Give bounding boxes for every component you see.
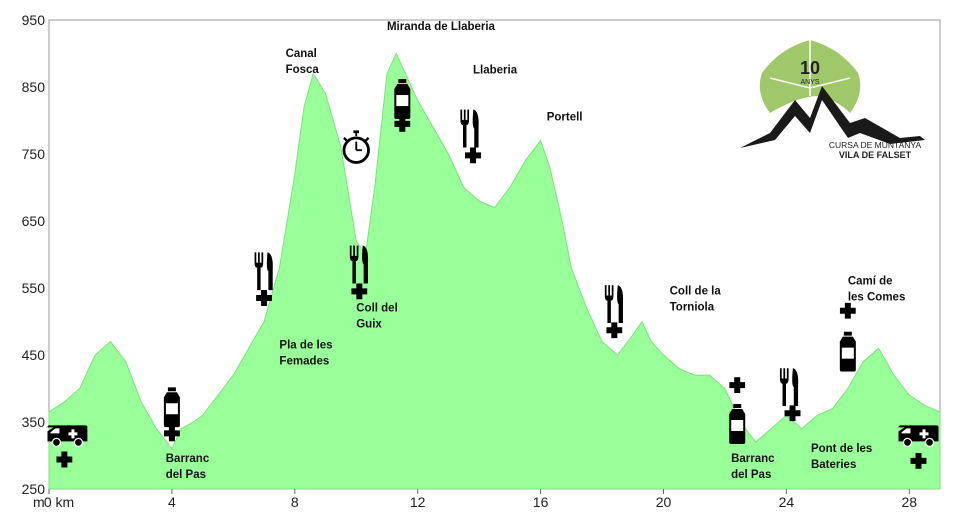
logo-mountains	[740, 86, 925, 148]
place-label: Barranc del Pas	[166, 453, 210, 481]
y-tick-label: 450	[22, 347, 46, 363]
place-label: Coll de la Torniola	[670, 286, 722, 314]
y-tick-label: 950	[22, 12, 46, 28]
x-tick-label: 4	[168, 494, 176, 510]
race-logo: 10 ANYS CURSA DE MUNTANYA VILA DE FALSET	[740, 40, 925, 160]
place-label: Coll del Guix	[356, 302, 398, 330]
y-tick-label: 650	[22, 213, 46, 229]
y-axis-ticks: 250 350 450 550 650 750 850 950	[22, 12, 46, 497]
x-tick-label: 20	[656, 494, 672, 510]
place-label: Canal Fosca	[286, 48, 320, 76]
place-labels: Miranda de Llaberia Canal Fosca Llaberia Por…	[166, 21, 906, 481]
place-label: Llaberia	[473, 65, 518, 77]
logo-number-sub: ANYS	[800, 79, 819, 86]
place-label: Miranda de Llaberia	[387, 21, 496, 33]
x-tick-label: 8	[291, 494, 299, 510]
x-tick-label: 28	[901, 494, 917, 510]
y-tick-label: 250	[22, 481, 46, 497]
logo-line2: VILA DE FALSET	[839, 150, 912, 160]
y-tick-label: 350	[22, 414, 46, 430]
y-axis-unit-label: m	[33, 494, 45, 510]
place-label: Pla de les Femades	[279, 339, 332, 367]
y-tick-label: 750	[22, 146, 46, 162]
logo-number: 10	[800, 58, 820, 78]
y-tick-label: 550	[22, 280, 46, 296]
water-bottle-icon	[839, 331, 856, 372]
place-label: Pont de les Bateries	[811, 443, 872, 471]
leaf-emblem	[759, 40, 861, 113]
x-tick-label: 24	[779, 494, 795, 510]
x-tick-label: 16	[533, 494, 549, 510]
water-bottle-icon	[729, 404, 746, 445]
place-label: Portell	[547, 112, 583, 124]
x-tick-label: 0 km	[44, 494, 74, 510]
place-label: Camí de les Comes	[848, 276, 906, 304]
place-label: Barranc del Pas	[731, 453, 775, 481]
y-tick-label: 850	[22, 79, 46, 95]
x-tick-label: 12	[410, 494, 426, 510]
elevation-area	[48, 52, 941, 490]
logo-line1: CURSA DE MUNTANYA	[829, 140, 922, 150]
